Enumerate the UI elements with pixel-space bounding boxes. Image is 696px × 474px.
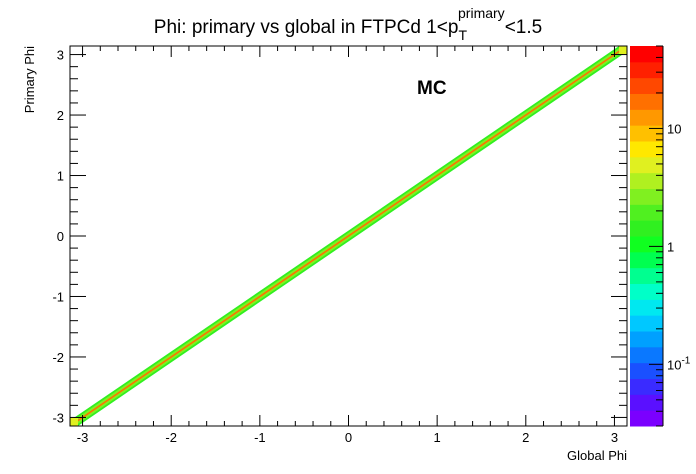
- palette-tick-exponent: -1: [681, 355, 690, 366]
- x-tick-label: -2: [165, 430, 177, 445]
- y-axis: -3 -2 -1 0 1 2 3: [52, 48, 627, 425]
- palette-swatch: [630, 410, 663, 427]
- palette-tick-base: 10: [667, 357, 681, 372]
- mc-annotation: MC: [417, 78, 447, 99]
- palette-swatch: [630, 109, 663, 126]
- y-tick-label: 1: [57, 169, 64, 184]
- palette-swatch: [630, 362, 663, 379]
- chart-title-main: Phi: primary vs global in FTPCd 1<p: [154, 17, 459, 38]
- palette-tick-label: 1: [667, 239, 674, 254]
- x-tick-label: 2: [522, 430, 529, 445]
- corner-hotspot: [619, 46, 627, 54]
- palette-swatch: [630, 77, 663, 94]
- palette-swatch: [630, 156, 663, 174]
- palette-swatch: [630, 299, 663, 316]
- palette-swatch: [630, 141, 663, 158]
- palette-swatch: [630, 267, 663, 284]
- y-tick-label: -1: [52, 289, 64, 304]
- palette-swatch: [630, 204, 663, 221]
- palette-tick-label: 10: [667, 121, 681, 136]
- palette-swatch: [630, 251, 663, 269]
- palette-swatch: [630, 46, 663, 63]
- y-axis-title: Primary Phi: [22, 46, 37, 113]
- palette-swatch: [630, 93, 663, 110]
- band-core: [69, 45, 628, 427]
- heatmap-band: [69, 45, 628, 427]
- y-tick-label: 0: [57, 229, 64, 244]
- corner-hotspot: [70, 418, 78, 426]
- palette-swatch: [630, 220, 663, 237]
- chart-title: Phi: primary vs global in FTPCd 1<pTprim…: [154, 5, 542, 43]
- chart-title-sub: T: [458, 27, 467, 43]
- palette-swatch: [630, 236, 663, 253]
- palette-swatch: [630, 346, 663, 364]
- palette-swatch: [630, 394, 663, 411]
- x-axis: -3 -2 -1 0 1 2 3: [77, 46, 618, 445]
- palette-tick-base: 1: [667, 239, 674, 254]
- x-tick-label: 0: [345, 430, 352, 445]
- x-tick-label: -3: [77, 430, 89, 445]
- x-tick-label: -1: [254, 430, 266, 445]
- palette-tick-label: 10-1: [667, 355, 691, 372]
- palette-tick-base: 10: [667, 121, 681, 136]
- y-tick-label: -2: [52, 350, 64, 365]
- chart-title-tail: <1.5: [505, 17, 543, 38]
- palette-swatch: [630, 315, 663, 332]
- palette-swatch: [630, 172, 663, 189]
- palette-swatch: [630, 378, 663, 395]
- x-tick-label: 3: [611, 430, 618, 445]
- palette-swatch: [630, 61, 663, 79]
- color-palette: [630, 46, 663, 427]
- x-axis-title: Global Phi: [567, 448, 627, 463]
- chart-title-sup: primary: [458, 5, 505, 21]
- x-tick-label: 1: [434, 430, 441, 445]
- palette-swatch: [630, 283, 663, 300]
- palette-swatch: [630, 125, 663, 142]
- palette-swatch: [630, 188, 663, 205]
- plot-area: -3 -2 -1 0 1 2 3 -3 -2 -1 0 1 2 3: [52, 45, 628, 445]
- y-tick-label: -3: [52, 410, 64, 425]
- y-tick-label: 3: [57, 48, 64, 63]
- y-tick-label: 2: [57, 108, 64, 123]
- palette-swatch: [630, 331, 663, 348]
